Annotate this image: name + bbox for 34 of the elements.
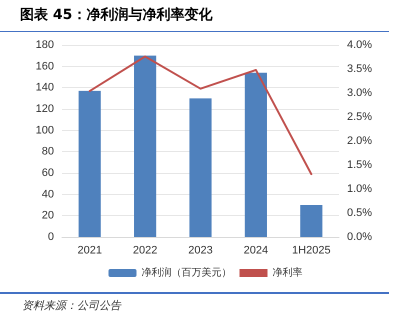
y-tick-label: 80 [42,146,54,158]
x-tick-label: 2021 [77,244,102,256]
y-tick-label: 0 [48,231,54,243]
y-tick-label: 100 [36,124,54,136]
y-tick-label: 60 [42,167,54,179]
y2-tick-label: 3.0% [347,87,372,99]
x-tick-label: 2022 [132,244,158,256]
bar [134,56,156,237]
y2-tick-label: 0.5% [347,207,372,219]
bar [244,72,267,237]
bar [300,205,322,237]
y2-tick-label: 1.0% [347,183,372,195]
y2-tick-label: 2.0% [347,135,372,147]
x-tick-label: 1H2025 [292,244,331,256]
y-tick-label: 140 [36,82,54,94]
y2-tick-label: 2.5% [347,111,372,123]
y-tick-label: 120 [36,103,54,115]
legend-label: 净利率 [272,266,302,278]
y2-tick-label: 1.5% [347,159,372,171]
line-series [88,56,312,176]
y-tick-label: 40 [42,188,54,200]
y2-tick-label: 4.0% [347,39,372,51]
x-tick-label: 2024 [244,244,268,256]
y2-tick-label: 3.5% [347,63,372,75]
y-tick-label: 160 [36,60,54,72]
y-tick-label: 180 [36,39,54,51]
y2-tick-label: 0.0% [347,231,372,243]
text: 资料来源：公司公告 [22,298,121,313]
bar [189,98,212,237]
chart-title: 图表 45：净利润与净利率变化 [20,6,212,24]
bar [78,90,101,237]
y-tick-label: 20 [42,210,54,222]
legend-label: 净利润（百万美元） [142,266,232,278]
x-tick-label: 2023 [188,244,213,256]
